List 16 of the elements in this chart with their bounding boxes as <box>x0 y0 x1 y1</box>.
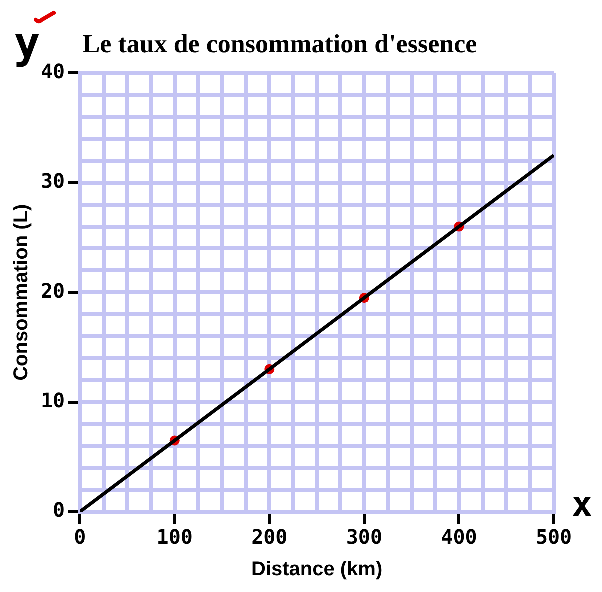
y-tick-label: 10 <box>40 388 66 413</box>
x-axis-title: Distance (km) <box>251 558 383 581</box>
x-tick-label: 0 <box>74 525 86 550</box>
y-tick-label: 40 <box>40 59 66 84</box>
x-tick-label: 200 <box>252 525 288 550</box>
y-tick-label: 30 <box>40 169 66 194</box>
y-axis-title: Consommation (L) <box>10 204 33 381</box>
x-tick-label: 100 <box>156 525 193 550</box>
y-tick-label: 0 <box>53 498 66 522</box>
x-tick-label: 400 <box>441 525 478 550</box>
x-tick-label: 500 <box>536 525 572 550</box>
y-tick-label: 20 <box>40 278 66 303</box>
text: x <box>572 485 592 525</box>
text: y <box>14 18 40 69</box>
chart-title: Le taux de consommation d'essence <box>82 29 478 58</box>
x-tick-label: 300 <box>346 525 382 550</box>
